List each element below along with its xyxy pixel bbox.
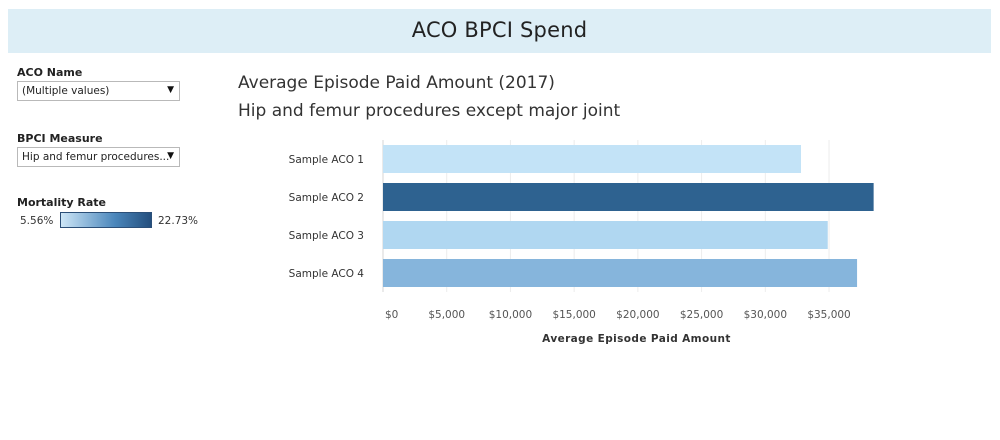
mortality-rate-legend-min: 5.56% — [20, 215, 54, 227]
x-axis-title: Average Episode Paid Amount — [542, 333, 731, 345]
category-label: Sample ACO 4 — [289, 268, 365, 280]
bar-3 — [383, 221, 828, 249]
aco-name-dropdown[interactable]: (Multiple values) ▼ — [17, 81, 180, 101]
aco-name-filter-label: ACO Name — [17, 66, 83, 79]
x-tick-label: $10,000 — [489, 309, 532, 321]
x-tick-label: $5,000 — [428, 309, 465, 321]
chevron-down-icon[interactable]: ▼ — [167, 85, 174, 95]
bpci-measure-dropdown[interactable]: Hip and femur procedures... ▼ — [17, 147, 180, 167]
chart-subtitle: Hip and femur procedures except major jo… — [238, 101, 621, 121]
bpci-measure-dropdown-value: Hip and femur procedures... — [22, 151, 170, 163]
x-tick-label: $20,000 — [616, 309, 659, 321]
x-tick-label: $25,000 — [680, 309, 723, 321]
dashboard-header: ACO BPCI Spend — [8, 9, 991, 53]
bar-4 — [383, 259, 858, 287]
chevron-down-icon[interactable]: ▼ — [167, 151, 174, 161]
dashboard-title: ACO BPCI Spend — [411, 18, 588, 42]
category-label: Sample ACO 1 — [289, 154, 364, 166]
mortality-rate-legend-label: Mortality Rate — [17, 196, 107, 209]
chart-title: Average Episode Paid Amount (2017) — [238, 73, 555, 93]
aco-name-dropdown-value: (Multiple values) — [22, 85, 110, 97]
x-tick-label: $35,000 — [807, 309, 850, 321]
bpci-measure-filter-label: BPCI Measure — [17, 132, 103, 145]
category-label: Sample ACO 2 — [289, 192, 364, 204]
mortality-rate-legend-max: 22.73% — [158, 215, 199, 227]
bar-1 — [383, 145, 801, 173]
mortality-rate-color-ramp — [60, 212, 152, 228]
x-tick-label: $0 — [385, 309, 398, 321]
x-tick-label: $15,000 — [552, 309, 595, 321]
x-tick-label: $30,000 — [744, 309, 787, 321]
category-label: Sample ACO 3 — [289, 230, 364, 242]
bar-2 — [383, 183, 874, 211]
